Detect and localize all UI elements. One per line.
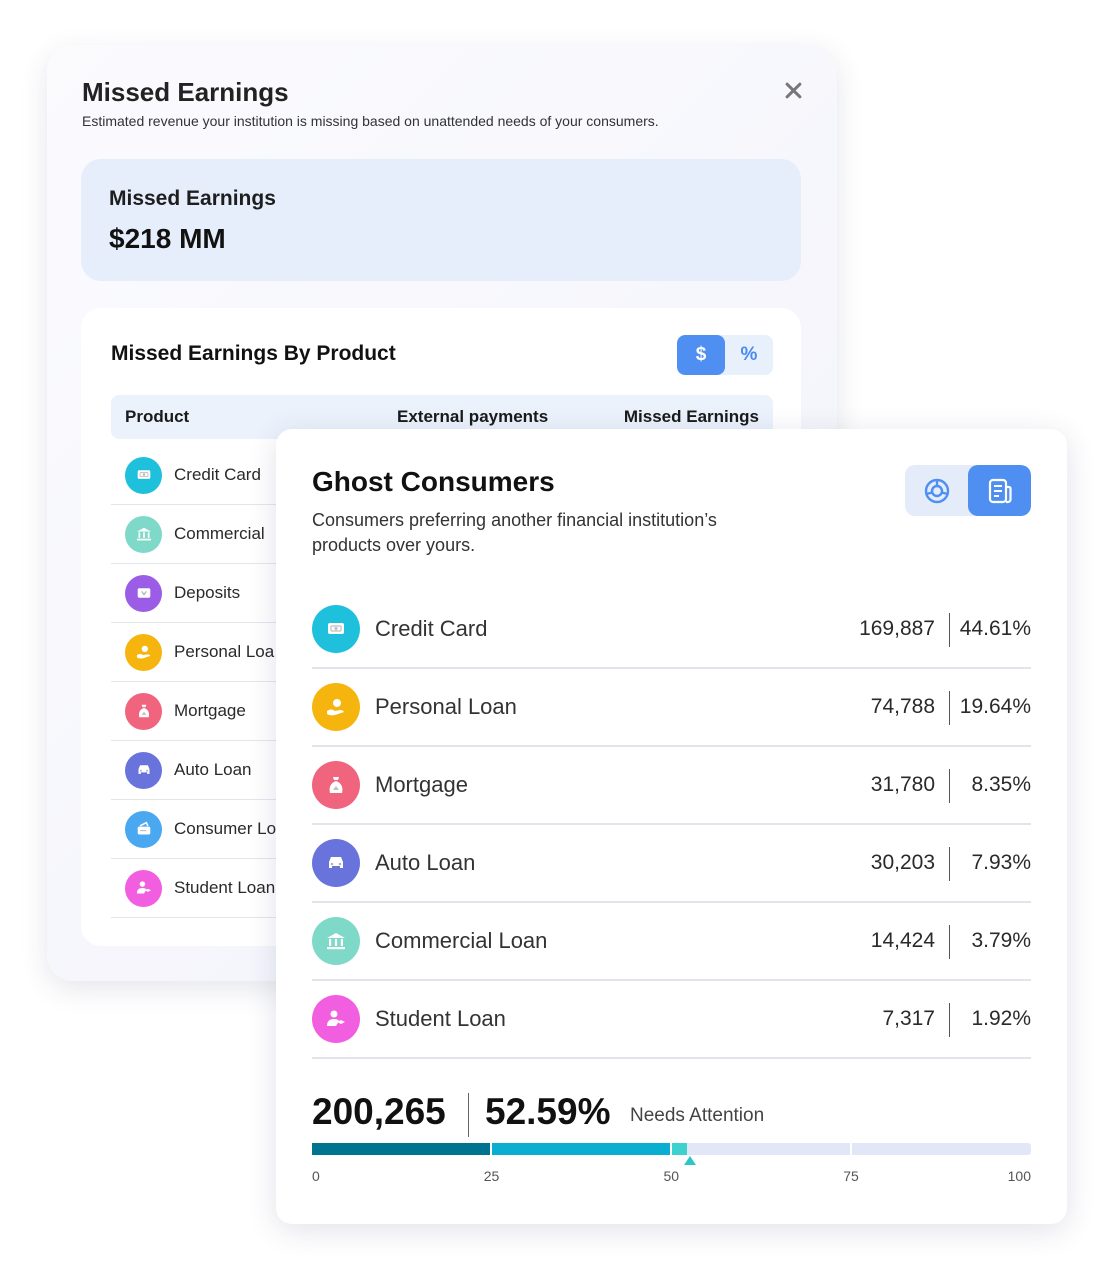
product-label: Mortgage [375, 772, 468, 797]
panel-subtitle: Consumers preferring another financial i… [312, 510, 717, 555]
product-label: Commercial [174, 524, 265, 543]
scale-label: 0 [312, 1168, 320, 1184]
column-header-product[interactable]: Product [125, 407, 190, 426]
consumer-count: 30,203 [870, 851, 935, 874]
product-label: Credit Card [174, 465, 261, 484]
product-label: Student Loan [174, 878, 276, 897]
product-label: Auto Loan [174, 760, 252, 779]
personal-loan-icon [125, 633, 162, 671]
bank-icon [125, 515, 162, 553]
progress-segment-1 [312, 1143, 491, 1155]
summary-card: Missed Earnings $218 MM [81, 159, 801, 281]
divider [949, 847, 950, 881]
scale-label: 50 [663, 1168, 680, 1184]
ghost-consumer-list: Credit Card 169,887 44.61% Personal Loan 74,… [312, 591, 1031, 1059]
ghost-consumers-panel: Ghost Consumers Consumers preferring ano… [276, 429, 1067, 1224]
product-list: Credit Card Commercial Deposits Personal Lo… [111, 446, 773, 918]
scale-label: 25 [483, 1168, 500, 1184]
consumer-count: 74,788 [870, 695, 935, 718]
consumer-count: 169,887 [859, 617, 935, 640]
deposits-icon [125, 574, 162, 612]
panel-subtitle: Estimated revenue your institution is mi… [82, 113, 659, 129]
ghost-consumer-row[interactable]: Credit Card 169,887 44.61% [312, 591, 1031, 669]
total-percent: 52.59% [485, 1091, 611, 1132]
product-label: Personal Loa [174, 642, 275, 661]
value-mode-toggle: $ % [677, 335, 773, 375]
summary-value: $218 MM [109, 223, 226, 254]
product-label: Auto Loan [375, 850, 476, 875]
table-view-button[interactable] [968, 465, 1031, 516]
product-label: Deposits [174, 583, 241, 602]
product-label: Mortgage [174, 701, 246, 720]
consumer-percent: 44.61% [959, 617, 1031, 640]
product-label: Commercial Loan [375, 928, 548, 953]
close-icon[interactable] [779, 75, 809, 105]
table-view-icon [988, 478, 1012, 503]
divider [949, 925, 950, 959]
summary-label: Missed Earnings [109, 187, 276, 210]
divider [949, 613, 950, 647]
car-icon [312, 839, 360, 887]
column-header-external-payments[interactable]: External payments [397, 407, 549, 426]
progress-scale: 0 25 50 75 100 [312, 1168, 1031, 1186]
product-label: Personal Loan [375, 694, 517, 719]
ghost-consumer-row[interactable]: Mortgage 31,780 8.35% [312, 747, 1031, 825]
consumer-count: 7,317 [882, 1007, 935, 1030]
progress-tick [490, 1143, 493, 1155]
divider [468, 1093, 469, 1137]
consumer-count: 31,780 [870, 773, 935, 796]
progress-segment-2 [491, 1143, 671, 1155]
student-loan-icon [312, 995, 360, 1043]
view-toggle [905, 465, 1031, 516]
divider [949, 1003, 950, 1037]
ghost-consumer-row[interactable]: Student Loan 7,317 1.92% [312, 981, 1031, 1059]
consumer-percent: 7.93% [971, 851, 1031, 874]
card-title: Missed Earnings By Product [111, 342, 396, 365]
divider [949, 691, 950, 725]
progress-tick [849, 1143, 852, 1155]
product-label: Credit Card [375, 616, 488, 641]
needs-attention-label: Needs Attention [630, 1105, 765, 1126]
consumer-percent: 3.79% [971, 929, 1031, 952]
progress-marker [684, 1156, 697, 1165]
scale-label: 100 [1007, 1168, 1031, 1184]
ghost-consumer-row[interactable]: Personal Loan 74,788 19.64% [312, 669, 1031, 747]
ghost-consumer-row[interactable]: Auto Loan 30,203 7.93% [312, 825, 1031, 903]
student-loan-icon [125, 869, 162, 907]
scale-label: 75 [843, 1168, 859, 1184]
consumer-percent: 8.35% [971, 773, 1031, 796]
ghost-consumer-row[interactable]: Commercial Loan 14,424 3.79% [312, 903, 1031, 981]
divider [949, 769, 950, 803]
chart-view-button[interactable] [905, 465, 968, 516]
dollar-toggle-button[interactable]: $ [677, 335, 725, 375]
car-icon [125, 751, 162, 789]
product-row[interactable]: Deposits [111, 564, 773, 623]
totals: 200,265 52.59% Needs Attention [312, 1091, 1031, 1139]
product-label: Student Loan [375, 1006, 506, 1031]
percent-toggle-button[interactable]: % [740, 344, 758, 365]
product-label: Consumer Lo [174, 819, 277, 838]
personal-loan-icon [312, 683, 360, 731]
panel-title: Ghost Consumers [312, 466, 555, 497]
total-count: 200,265 [312, 1091, 446, 1132]
consumer-percent: 19.64% [959, 695, 1031, 718]
chart-view-icon [924, 478, 949, 503]
bank-icon [312, 917, 360, 965]
credit-card-icon [125, 456, 162, 494]
consumer-loan-icon [125, 810, 162, 848]
panel-title: Missed Earnings [82, 77, 289, 107]
consumer-percent: 1.92% [971, 1007, 1031, 1030]
progress-segment-3 [671, 1143, 688, 1155]
progress-tick [670, 1143, 673, 1155]
credit-card-icon [312, 605, 360, 653]
needs-attention-progress-bar [312, 1143, 1031, 1165]
mortgage-icon [125, 692, 162, 730]
mortgage-icon [312, 761, 360, 809]
consumer-count: 14,424 [870, 929, 935, 952]
column-header-missed-earnings[interactable]: Missed Earnings [623, 407, 759, 426]
